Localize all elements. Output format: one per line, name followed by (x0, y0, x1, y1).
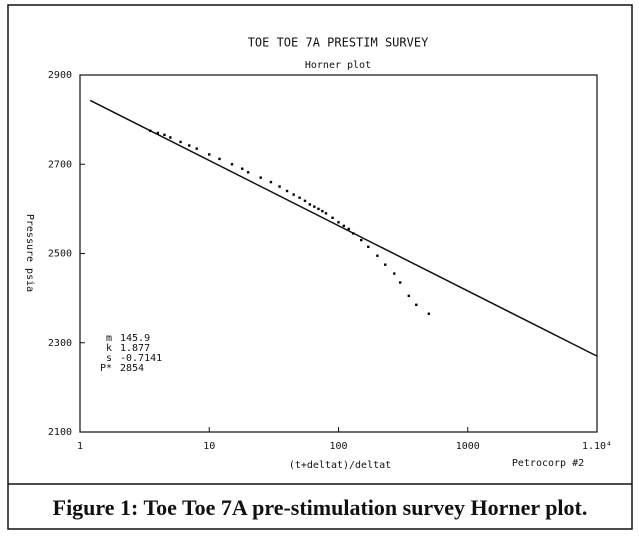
data-point (308, 203, 312, 206)
data-point (269, 180, 273, 184)
data-point (195, 147, 198, 150)
annotation-key: P* (100, 363, 112, 374)
fit-line (89, 99, 598, 357)
data-point (163, 133, 166, 136)
x-tick-label: 1000 (456, 441, 480, 452)
annotation-value: 145.9 (120, 333, 150, 344)
chart-subtitle: Horner plot (305, 60, 371, 71)
data-point (285, 189, 289, 193)
plot-frame (79, 74, 598, 433)
data-point (259, 176, 262, 179)
annotation-value: -0.7141 (120, 353, 162, 364)
data-point (303, 199, 307, 203)
x-tick-label: 1.10⁴ (582, 441, 612, 452)
data-point (179, 140, 182, 144)
data-point (156, 131, 160, 135)
caption: Figure 1: Toe Toe 7A pre-stimulation sur… (53, 495, 588, 520)
x-tick-label: 10 (203, 441, 215, 452)
data-point (347, 227, 350, 231)
data-point (427, 312, 431, 315)
data-point (218, 157, 221, 161)
x-tick-label: 100 (329, 441, 347, 452)
data-point (313, 205, 316, 208)
data-point (317, 207, 320, 211)
data-point (331, 216, 334, 219)
annotation-key: k (106, 343, 112, 354)
data-point (188, 144, 191, 147)
data-point (169, 136, 172, 139)
data-point (292, 193, 295, 196)
y-tick-label: 2700 (48, 159, 72, 170)
data-point (367, 245, 370, 249)
annotation-value: 2854 (120, 363, 144, 374)
y-axis-label: Pressure psia (24, 214, 35, 292)
data-point (398, 281, 402, 284)
data-point (407, 294, 411, 298)
data-point (360, 238, 363, 242)
data-point (393, 272, 396, 275)
y-tick-label: 2500 (48, 249, 72, 260)
x-axis-label: (t+deltat)/deltat (289, 460, 391, 471)
x-tick-label: 1 (77, 441, 83, 452)
data-point (415, 303, 418, 307)
y-tick-label: 2300 (48, 338, 72, 349)
data-point (298, 196, 301, 199)
y-tick-label: 2100 (48, 427, 72, 438)
data-point (352, 232, 355, 235)
data-point (278, 185, 281, 188)
note: Petrocorp #2 (512, 458, 584, 469)
annotation-key: s (106, 353, 112, 364)
annotation-value: 1.877 (120, 343, 150, 354)
outer-border (7, 4, 633, 530)
data-point (384, 263, 387, 266)
data-point (241, 167, 244, 170)
data-point (149, 129, 152, 132)
data-point (321, 209, 324, 213)
data-point (230, 163, 234, 166)
data-point (324, 212, 328, 215)
y-tick-label: 2900 (48, 70, 72, 81)
chart-title: TOE TOE 7A PRESTIM SURVEY (248, 36, 429, 50)
data-point (342, 224, 346, 228)
data-point (376, 254, 379, 257)
annotation-key: m (106, 333, 112, 344)
data-point (208, 153, 211, 156)
data-point (246, 171, 250, 174)
data-point (337, 221, 340, 224)
